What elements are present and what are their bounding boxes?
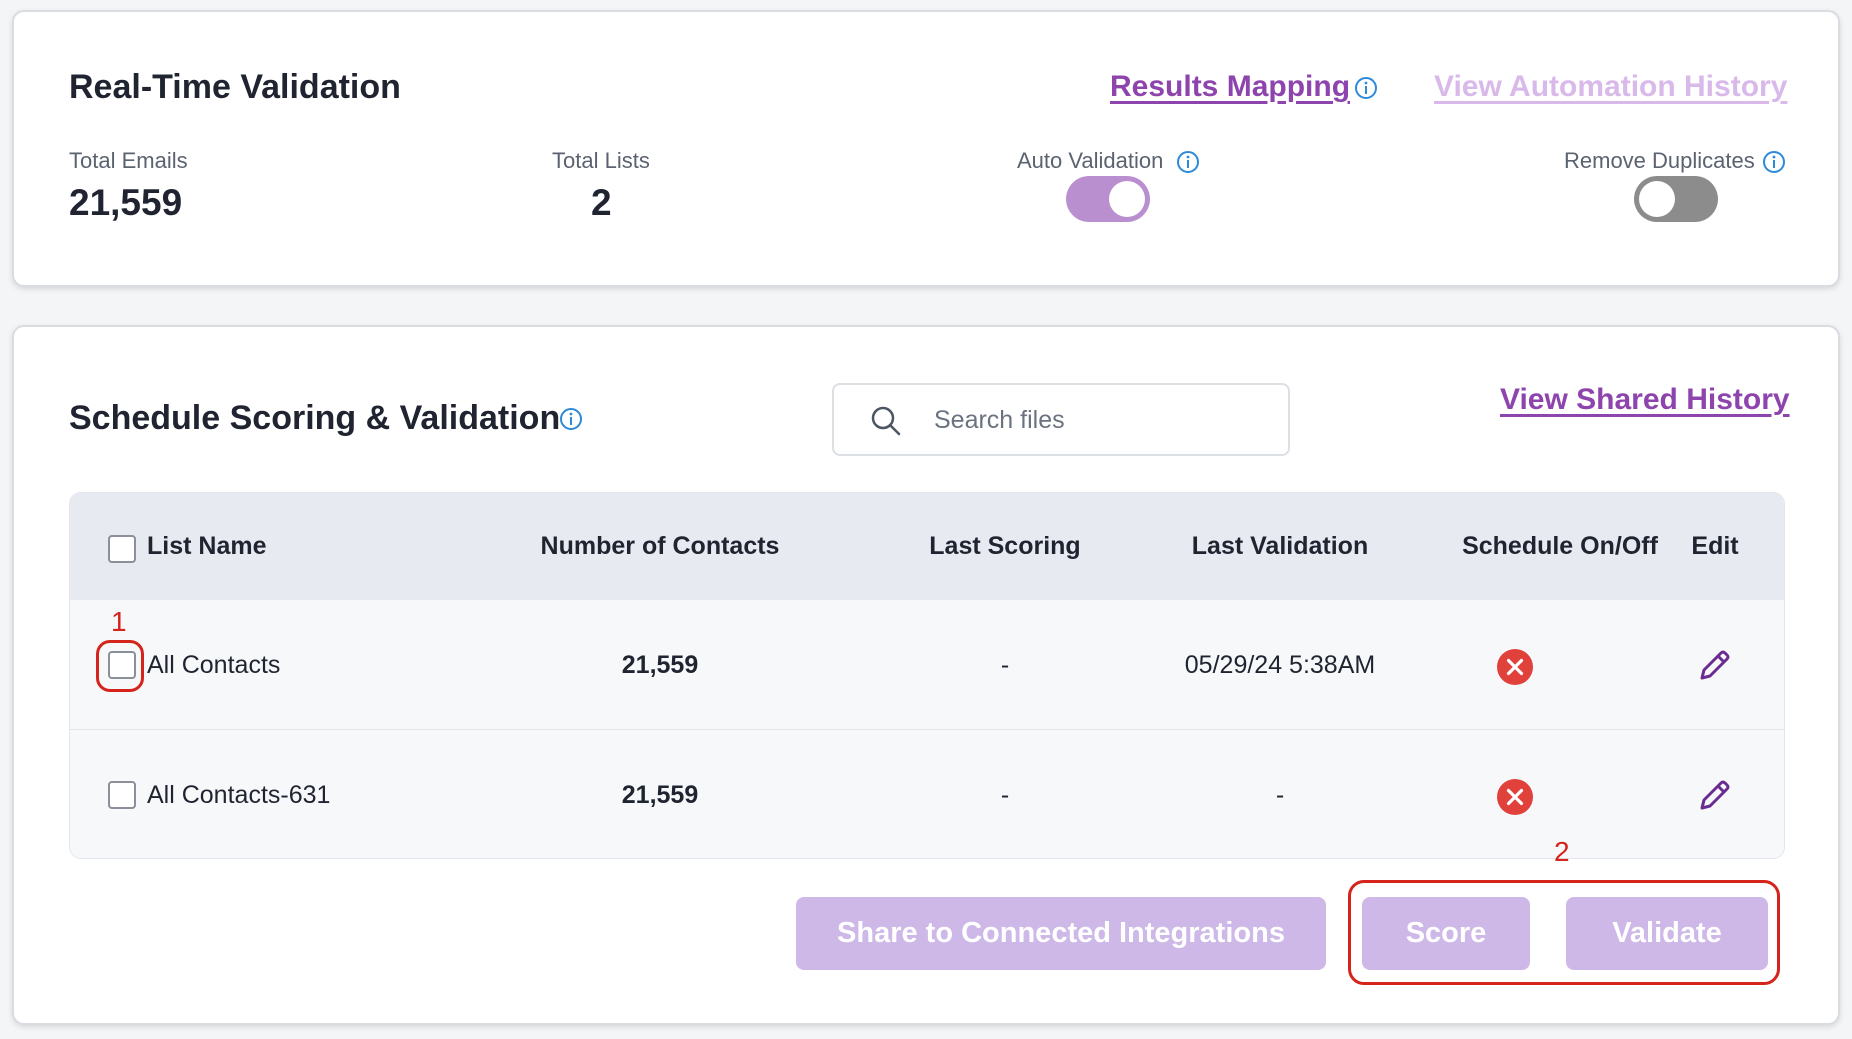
contacts-cell: 21,559 bbox=[621, 651, 699, 679]
last-validation-cell: 05/29/24 5:38AM bbox=[1184, 651, 1376, 679]
schedule-off-icon[interactable] bbox=[1496, 648, 1534, 686]
list-name-cell: All Contacts-631 bbox=[147, 781, 331, 809]
lists-table: List Name Number of Contacts Last Scorin… bbox=[69, 492, 1785, 859]
schedule-off-icon[interactable] bbox=[1496, 778, 1534, 816]
schedule-scoring-card: Schedule Scoring & Validation View Share… bbox=[12, 325, 1840, 1025]
score-button[interactable]: Score bbox=[1362, 897, 1530, 970]
list-name-cell: All Contacts bbox=[147, 651, 281, 679]
total-emails-label: Total Emails bbox=[69, 148, 188, 173]
table-header: List Name Number of Contacts Last Scorin… bbox=[70, 493, 1784, 600]
info-icon[interactable] bbox=[559, 407, 583, 431]
table-row: All Contacts-631 21,559 - - bbox=[70, 730, 1784, 858]
contacts-cell: 21,559 bbox=[621, 781, 699, 809]
column-header-list-name: List Name bbox=[147, 532, 267, 560]
share-to-integrations-button[interactable]: Share to Connected Integrations bbox=[796, 897, 1326, 970]
total-emails-value: 21,559 bbox=[69, 182, 183, 223]
info-icon[interactable] bbox=[1762, 150, 1786, 174]
last-scoring-cell: - bbox=[1000, 781, 1010, 809]
info-icon[interactable] bbox=[1354, 76, 1378, 100]
total-lists-label: Total Lists bbox=[552, 148, 650, 173]
last-validation-cell: - bbox=[1275, 781, 1285, 809]
pencil-icon[interactable] bbox=[1694, 646, 1734, 686]
toggle-knob bbox=[1109, 181, 1145, 217]
row-checkbox[interactable] bbox=[108, 651, 136, 679]
toggle-knob bbox=[1639, 181, 1675, 217]
row-checkbox[interactable] bbox=[108, 781, 136, 809]
info-icon[interactable] bbox=[1176, 150, 1200, 174]
annotation-box-1 bbox=[96, 640, 144, 692]
realtime-validation-title: Real-Time Validation bbox=[69, 68, 401, 106]
last-scoring-cell: - bbox=[1000, 651, 1010, 679]
remove-duplicates-label: Remove Duplicates bbox=[1564, 148, 1755, 173]
results-mapping-link[interactable]: Results Mapping bbox=[1110, 70, 1351, 103]
auto-validation-label: Auto Validation bbox=[1017, 148, 1164, 173]
column-header-last-scoring: Last Scoring bbox=[929, 532, 1081, 560]
search-input[interactable] bbox=[934, 399, 1264, 441]
remove-duplicates-toggle[interactable] bbox=[1634, 176, 1718, 222]
column-header-edit: Edit bbox=[1691, 532, 1739, 560]
column-header-contacts: Number of Contacts bbox=[540, 532, 780, 560]
search-box[interactable] bbox=[832, 383, 1290, 456]
auto-validation-toggle[interactable] bbox=[1066, 176, 1150, 222]
column-header-last-validation: Last Validation bbox=[1191, 532, 1369, 560]
annotation-number-2: 2 bbox=[1554, 836, 1570, 867]
annotation-number-1: 1 bbox=[111, 606, 127, 637]
total-lists-value: 2 bbox=[591, 182, 612, 223]
validate-button[interactable]: Validate bbox=[1566, 897, 1768, 970]
realtime-validation-card: Real-Time Validation Results Mapping Vie… bbox=[12, 10, 1840, 287]
column-header-schedule: Schedule On/Off bbox=[1462, 532, 1658, 560]
view-shared-history-link[interactable]: View Shared History bbox=[1500, 383, 1790, 416]
annotation-box-2 bbox=[1348, 880, 1780, 985]
search-icon bbox=[871, 406, 901, 436]
schedule-scoring-title: Schedule Scoring & Validation bbox=[69, 399, 561, 437]
view-automation-history-link[interactable]: View Automation History bbox=[1434, 70, 1788, 103]
table-row: All Contacts 21,559 - 05/29/24 5:38AM bbox=[70, 600, 1784, 730]
select-all-checkbox[interactable] bbox=[108, 535, 136, 563]
pencil-icon[interactable] bbox=[1694, 776, 1734, 816]
